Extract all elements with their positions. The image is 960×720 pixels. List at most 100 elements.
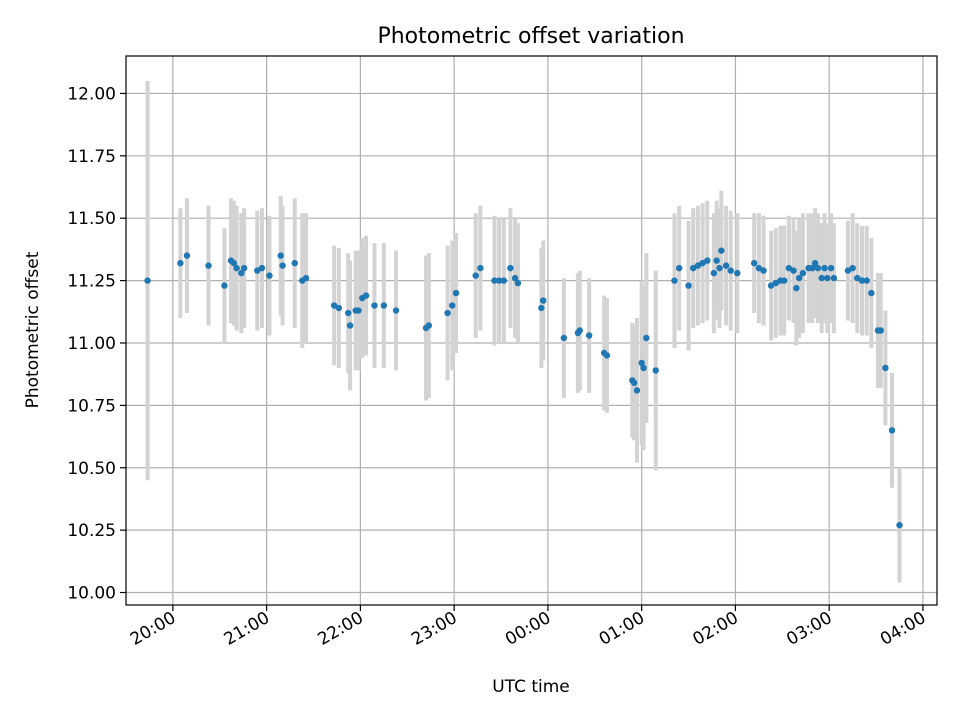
data-point bbox=[371, 302, 378, 309]
data-point bbox=[699, 259, 706, 267]
data-point bbox=[849, 264, 856, 272]
y-axis-ticks: 10.00 10.25 10.50 10.75 11.00 11.25 11.50 11.75… bbox=[67, 84, 126, 604]
chart-title: Photometric offset variation bbox=[377, 24, 684, 49]
data-point bbox=[560, 334, 568, 342]
data-point bbox=[495, 277, 503, 284]
data-point bbox=[144, 277, 151, 284]
data-point bbox=[477, 264, 484, 272]
y-tick-label: 11.25 bbox=[67, 272, 116, 292]
data-point bbox=[863, 277, 870, 284]
data-point bbox=[279, 262, 286, 269]
y-tick-label: 10.75 bbox=[67, 396, 116, 416]
data-point bbox=[734, 269, 741, 277]
data-point bbox=[511, 274, 519, 282]
data-point bbox=[809, 264, 816, 272]
data-point bbox=[514, 279, 522, 287]
data-point bbox=[755, 264, 763, 272]
data-point bbox=[799, 269, 807, 277]
data-point bbox=[335, 304, 343, 312]
data-point bbox=[177, 259, 184, 267]
data-point bbox=[814, 264, 822, 272]
data-point bbox=[750, 259, 758, 267]
plot-frame bbox=[125, 55, 938, 606]
data-point bbox=[882, 364, 889, 372]
data-point bbox=[230, 259, 238, 267]
data-point bbox=[576, 327, 583, 334]
y-tick-label: 11.75 bbox=[67, 147, 116, 167]
x-axis-label: UTC time bbox=[492, 677, 570, 697]
data-point bbox=[392, 307, 400, 314]
y-axis-label: Photometric offset bbox=[23, 251, 43, 408]
data-point bbox=[785, 264, 793, 272]
data-point bbox=[491, 277, 498, 284]
data-point bbox=[630, 379, 638, 387]
data-point bbox=[710, 269, 718, 277]
data-point bbox=[330, 302, 338, 309]
data-point bbox=[444, 309, 451, 317]
data-point bbox=[346, 322, 354, 329]
data-point bbox=[183, 252, 191, 259]
data-point bbox=[633, 387, 641, 394]
data-point bbox=[640, 364, 647, 372]
data-point bbox=[205, 262, 212, 269]
data-point bbox=[772, 279, 779, 287]
data-point bbox=[830, 274, 838, 282]
data-point bbox=[811, 259, 819, 267]
y-tick-label: 11.00 bbox=[67, 334, 116, 354]
data-points bbox=[144, 247, 903, 529]
data-point bbox=[472, 272, 479, 279]
data-point bbox=[507, 264, 514, 272]
data-point bbox=[713, 257, 720, 264]
y-tick-label: 10.25 bbox=[67, 521, 116, 541]
data-point bbox=[302, 274, 310, 282]
y-tick-label: 12.00 bbox=[67, 84, 116, 104]
data-point bbox=[345, 309, 352, 317]
data-point bbox=[221, 282, 228, 289]
y-tick-label: 11.50 bbox=[67, 209, 116, 229]
data-point bbox=[790, 267, 797, 274]
data-point bbox=[716, 264, 723, 272]
data-point bbox=[827, 264, 835, 272]
data-point bbox=[868, 289, 875, 297]
data-point bbox=[718, 247, 725, 254]
data-point bbox=[538, 304, 545, 312]
data-point bbox=[671, 277, 678, 284]
data-point bbox=[449, 302, 456, 309]
data-point bbox=[685, 282, 692, 289]
data-point bbox=[233, 264, 240, 272]
data-point bbox=[727, 267, 734, 274]
data-point bbox=[266, 272, 273, 279]
data-point bbox=[258, 264, 266, 272]
data-point bbox=[500, 277, 508, 284]
data-point bbox=[818, 274, 825, 282]
data-point bbox=[767, 282, 775, 289]
data-point bbox=[824, 274, 831, 282]
data-point bbox=[896, 521, 903, 529]
data-point bbox=[277, 252, 284, 259]
data-point bbox=[238, 269, 245, 277]
data-point bbox=[240, 264, 248, 272]
data-point bbox=[795, 274, 803, 282]
y-tick-label: 10.50 bbox=[67, 459, 116, 479]
data-point bbox=[780, 277, 788, 284]
data-point bbox=[694, 262, 702, 269]
data-point bbox=[704, 257, 711, 264]
data-point bbox=[585, 332, 593, 339]
data-point bbox=[722, 262, 730, 269]
data-point bbox=[355, 307, 362, 314]
data-point bbox=[425, 322, 433, 329]
data-point bbox=[760, 267, 767, 274]
data-point bbox=[603, 352, 611, 359]
data-point bbox=[821, 264, 828, 272]
data-point bbox=[291, 259, 298, 267]
data-point bbox=[844, 267, 852, 274]
y-tick-label: 10.00 bbox=[67, 584, 116, 604]
data-point bbox=[652, 367, 659, 374]
data-point bbox=[254, 267, 261, 274]
data-point bbox=[362, 292, 370, 299]
data-point bbox=[793, 284, 800, 292]
data-point bbox=[452, 289, 460, 297]
data-point bbox=[858, 277, 866, 284]
data-point bbox=[854, 274, 861, 282]
